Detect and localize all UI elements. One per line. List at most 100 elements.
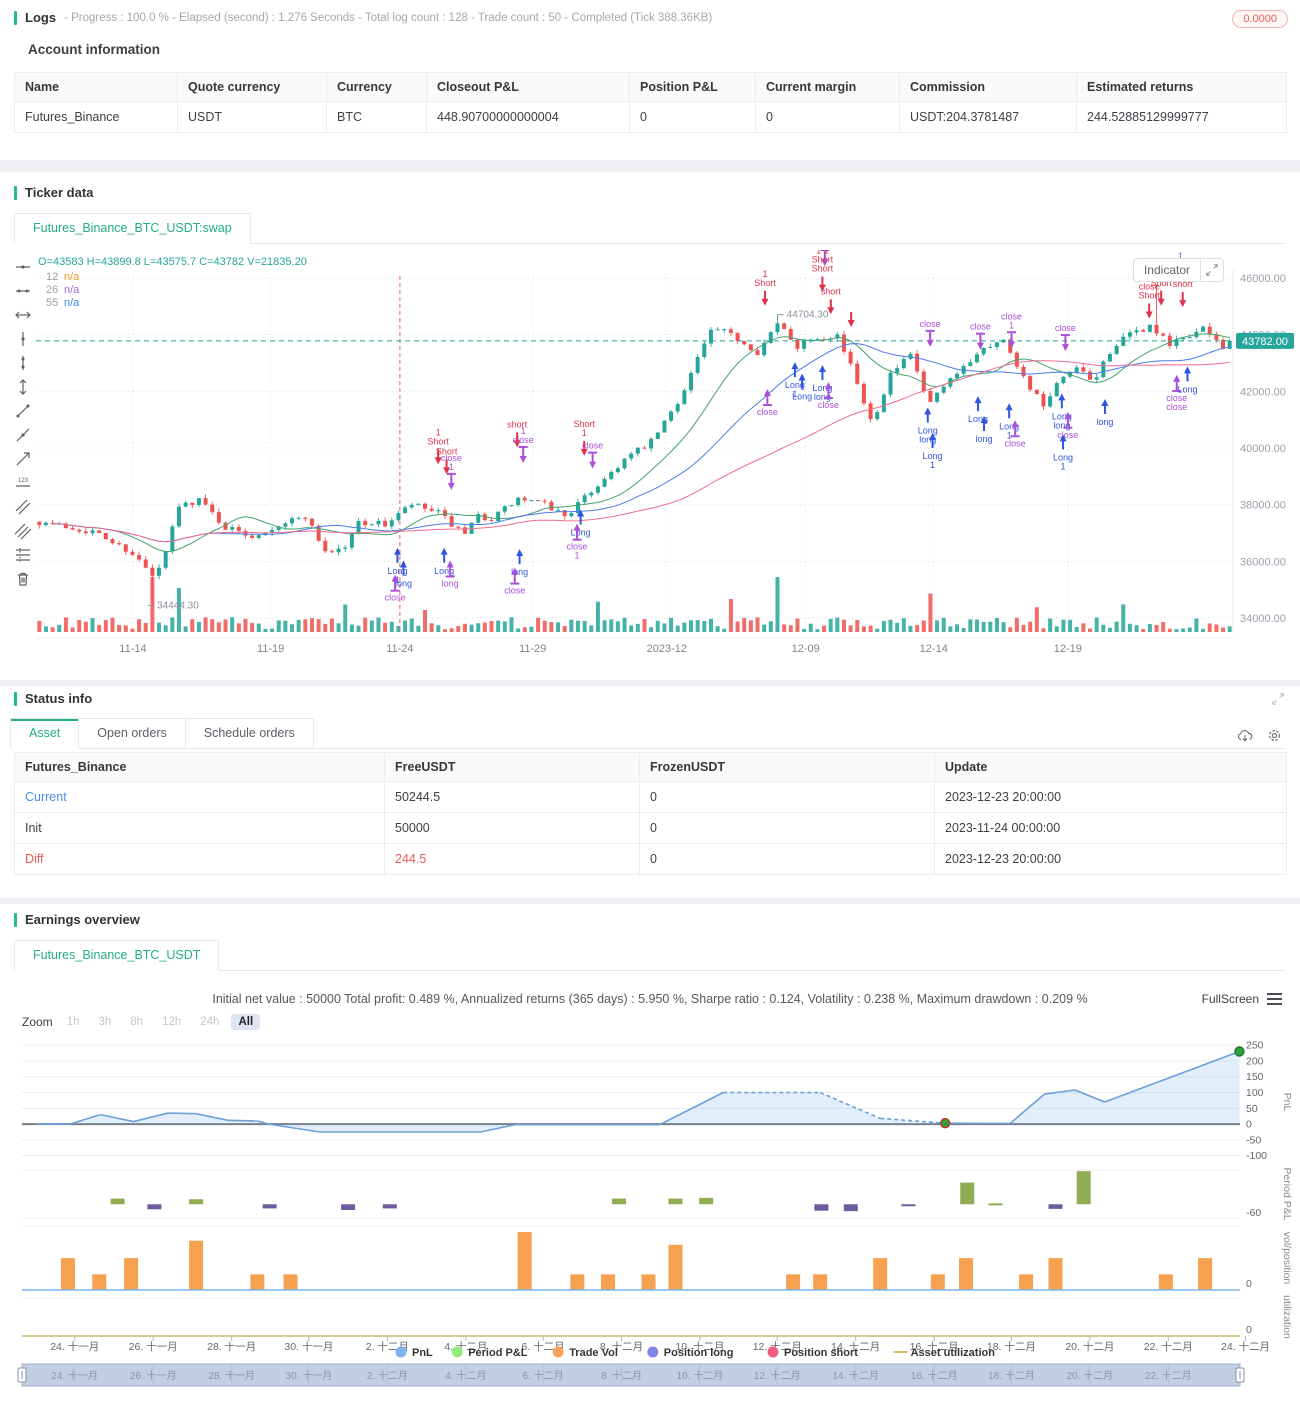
zoom-1h-button[interactable]: 1h — [59, 1014, 87, 1030]
earnings-legend: PnL Period P&L Trade Vol Position long Posit… — [395, 1346, 995, 1359]
svg-text:16. 十二月: 16. 十二月 — [910, 1340, 959, 1353]
zoom-8h-button[interactable]: 8h — [123, 1014, 151, 1030]
section-accent-bar — [14, 185, 17, 200]
channel-tool-icon[interactable] — [14, 522, 32, 540]
vline-dot-tool-icon[interactable] — [14, 330, 32, 348]
tab-schedule-orders[interactable]: Schedule orders — [184, 718, 314, 748]
hline-dot-tool-icon[interactable] — [14, 258, 32, 276]
svg-text:close: close — [1005, 438, 1026, 448]
current-free: 50244.5 — [384, 781, 640, 813]
svg-text:Long: Long — [387, 566, 407, 576]
svg-text:close: close — [567, 542, 588, 552]
ma-55-value: n/a — [64, 297, 80, 309]
svg-text:-50: -50 — [1246, 1134, 1261, 1146]
divider — [1200, 259, 1201, 281]
svg-text:Long: Long — [1052, 411, 1072, 421]
ticker-header: Ticker data — [14, 185, 93, 200]
svg-text:28. 十一月: 28. 十一月 — [207, 1340, 256, 1353]
status-expand-icon[interactable] — [1272, 692, 1286, 706]
svg-text:250: 250 — [1246, 1040, 1264, 1052]
diag-dot-tool-icon[interactable] — [14, 426, 32, 444]
svg-text:1: 1 — [449, 462, 454, 472]
ticker-title: Ticker data — [25, 185, 94, 200]
hline-2dot-tool-icon[interactable] — [14, 282, 32, 300]
hline-arrows-tool-icon[interactable] — [14, 306, 32, 324]
svg-text:11-19: 11-19 — [257, 643, 284, 655]
svg-text:20. 十二月: 20. 十二月 — [1067, 1369, 1114, 1382]
tab-ticker-symbol[interactable]: Futures_Binance_BTC_USDT:swap — [14, 213, 251, 244]
price-line-tool-icon[interactable]: 123 — [14, 474, 32, 492]
zoom-all-button[interactable]: All — [231, 1014, 261, 1030]
status-row-diff: Diff 244.5 0 2023-12-23 20:00:00 — [14, 843, 1287, 875]
earnings-chart-canvas[interactable]: 250 200 150 100 50 0 -50 -100 PnL -60 Period P&L 0 v… — [0, 1034, 1300, 1400]
status-row-init: Init 50000 0 2023-11-24 00:00:00 — [14, 812, 1287, 844]
trash-tool-icon[interactable] — [14, 570, 32, 588]
ma-26-row: 26 n/a — [46, 284, 79, 296]
svg-text:50: 50 — [1246, 1103, 1258, 1115]
svg-text:Long: Long — [1053, 452, 1073, 462]
svg-text:long: long — [395, 579, 412, 589]
status-header: Status info — [14, 691, 92, 706]
vline-arrows-tool-icon[interactable] — [14, 378, 32, 396]
account-heading: Account information — [28, 42, 160, 57]
diag-arrow-tool-icon[interactable] — [14, 450, 32, 468]
svg-text:28. 十一月: 28. 十一月 — [208, 1369, 255, 1382]
svg-text:long: long — [442, 579, 459, 589]
zoom-3h-button[interactable]: 3h — [91, 1014, 119, 1030]
svg-text:1 1: 1 1 — [816, 250, 829, 256]
ma-12-period: 12 — [46, 271, 59, 283]
svg-text:close: close — [1139, 282, 1160, 292]
fullscreen-control[interactable]: FullScreen — [1202, 992, 1282, 1006]
svg-text:close: close — [504, 586, 525, 596]
gear-icon[interactable] — [1267, 728, 1282, 743]
svg-text:12-14: 12-14 — [920, 643, 948, 655]
svg-text:Long: Long — [792, 392, 812, 402]
ticker-chart-canvas[interactable]: 46000.0044000.0042000.0040000.0038000.00… — [0, 250, 1300, 662]
svg-text:24. 十二月: 24. 十二月 — [1221, 1340, 1270, 1353]
chart-expand-icon[interactable] — [1201, 259, 1223, 281]
cloud-download-icon[interactable] — [1237, 729, 1253, 743]
indicator-button[interactable]: Indicator — [1132, 258, 1224, 282]
parallel-tool-icon[interactable] — [14, 498, 32, 516]
tab-open-orders[interactable]: Open orders — [78, 718, 186, 748]
status-row-current: Current 50244.5 0 2023-12-23 20:00:00 — [14, 781, 1287, 813]
svg-text:1: 1 — [521, 426, 526, 436]
svg-text:14. 十二月: 14. 十二月 — [831, 1340, 880, 1353]
vline-2dot-tool-icon[interactable] — [14, 354, 32, 372]
svg-text:0: 0 — [1246, 1278, 1252, 1290]
svg-text:Long: Long — [968, 414, 988, 424]
zoom-24h-button[interactable]: 24h — [193, 1014, 227, 1030]
svg-text:10. 十二月: 10. 十二月 — [677, 1369, 724, 1382]
svg-text:long: long — [511, 567, 528, 577]
tab-asset[interactable]: Asset — [10, 718, 80, 749]
svg-text:long: long — [1096, 417, 1113, 427]
fib-tool-icon[interactable] — [14, 546, 32, 564]
svg-text:40000.00: 40000.00 — [1240, 443, 1286, 455]
hamburger-icon[interactable] — [1267, 993, 1282, 1005]
svg-text:34000.00: 34000.00 — [1240, 613, 1286, 625]
svg-text:0: 0 — [1246, 1119, 1252, 1131]
svg-text:200: 200 — [1246, 1055, 1264, 1067]
zoom-12h-button[interactable]: 12h — [155, 1014, 189, 1030]
earnings-title: Earnings overview — [25, 912, 140, 927]
svg-text:close: close — [1166, 393, 1187, 403]
svg-text:2023-12: 2023-12 — [647, 643, 687, 655]
svg-text:long: long — [1053, 420, 1070, 430]
svg-text:46000.00: 46000.00 — [1240, 273, 1286, 285]
earnings-header: Earnings overview — [14, 912, 140, 927]
status-card: Status info Asset Open orders Schedule o… — [0, 686, 1300, 898]
cell-current-margin: 0 — [755, 101, 900, 133]
cell-closeout-pnl: 448.90700000000004 — [426, 101, 630, 133]
svg-text:close: close — [818, 400, 839, 410]
svg-text:10. 十二月: 10. 十二月 — [675, 1340, 724, 1353]
svg-text:Long: Long — [812, 383, 832, 393]
tab-earnings-symbol[interactable]: Futures_Binance_BTC_USDT — [14, 940, 220, 971]
svg-text:11-24: 11-24 — [386, 643, 413, 655]
diag-dots-tool-icon[interactable] — [14, 402, 32, 420]
logs-meta: - Progress : 100.0 % - Elapsed (second) … — [64, 11, 713, 24]
svg-text:vol/position: vol/position — [1281, 1232, 1293, 1285]
svg-text:short: short — [821, 286, 842, 296]
row-label-current[interactable]: Current — [14, 781, 385, 813]
svg-text:Long: Long — [918, 426, 938, 436]
